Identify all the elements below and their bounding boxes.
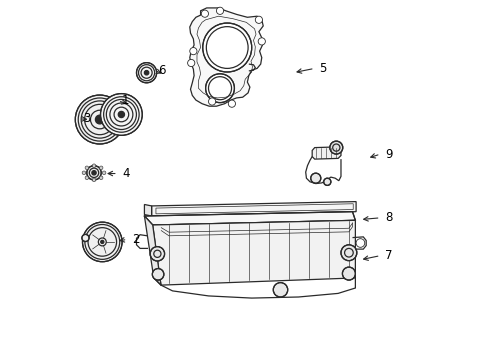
Text: 6: 6 [158,64,165,77]
Circle shape [81,234,89,242]
Circle shape [273,283,287,297]
Polygon shape [144,216,161,285]
Text: 8: 8 [384,211,391,224]
Circle shape [95,115,104,124]
Circle shape [82,171,85,175]
Circle shape [101,94,142,135]
Circle shape [216,7,223,14]
Circle shape [340,245,356,261]
Circle shape [99,166,103,170]
Circle shape [310,173,320,183]
Circle shape [75,95,124,144]
Circle shape [92,171,96,175]
Circle shape [329,141,342,154]
Text: 7: 7 [384,249,391,262]
Text: 1: 1 [122,94,129,107]
Circle shape [82,222,122,262]
Circle shape [187,59,194,67]
Circle shape [255,16,262,23]
Circle shape [102,171,106,175]
Text: 3: 3 [83,112,90,125]
Polygon shape [151,202,355,216]
Circle shape [92,164,96,167]
Polygon shape [189,8,263,106]
Circle shape [355,239,364,247]
Text: 5: 5 [318,62,325,75]
Circle shape [85,176,88,180]
Circle shape [342,267,355,280]
Circle shape [323,178,330,185]
Circle shape [150,247,164,261]
Polygon shape [311,147,340,159]
Circle shape [228,100,235,107]
Text: 2: 2 [132,233,139,246]
Circle shape [99,176,103,180]
Polygon shape [152,220,355,285]
Circle shape [118,111,124,118]
Text: 9: 9 [384,148,391,161]
Circle shape [92,178,96,182]
Circle shape [87,166,101,180]
Circle shape [208,98,215,105]
Circle shape [101,240,103,243]
Circle shape [85,166,88,170]
Circle shape [152,269,163,280]
Circle shape [144,71,148,75]
Circle shape [201,10,208,17]
Circle shape [189,48,197,55]
Circle shape [136,63,156,83]
Circle shape [203,23,251,72]
Circle shape [258,38,265,45]
Text: 4: 4 [122,167,129,180]
Polygon shape [144,204,151,216]
Circle shape [205,74,234,103]
Polygon shape [144,212,355,225]
